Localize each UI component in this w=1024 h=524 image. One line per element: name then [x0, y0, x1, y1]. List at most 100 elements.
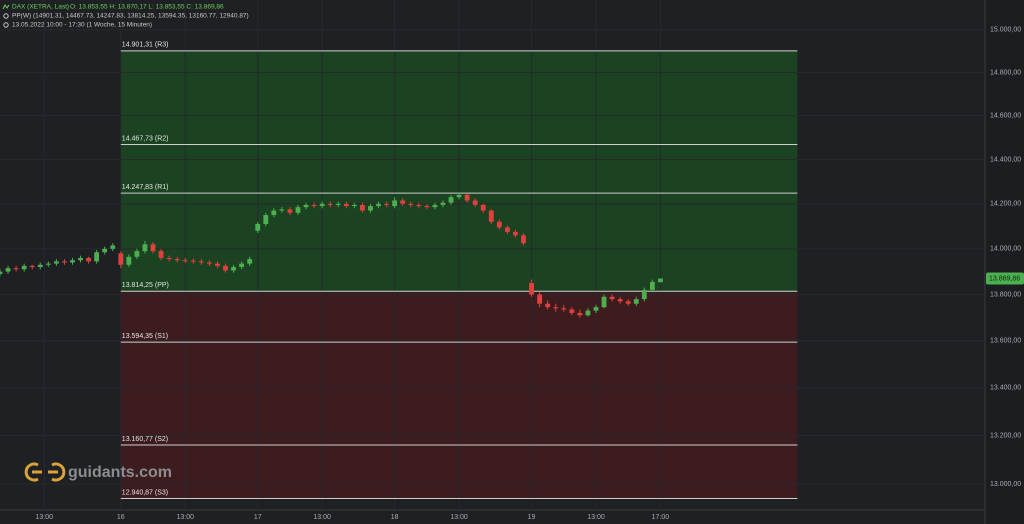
candle-body: [295, 207, 301, 213]
candle-body: [303, 204, 309, 208]
candle-body: [376, 203, 381, 207]
candle-body: [633, 299, 639, 304]
pivot-label: 12.940,87 (S3): [122, 489, 168, 496]
pivot-label: 13.594,35 (S1): [122, 333, 168, 340]
logo: guidants.com: [24, 462, 172, 482]
candle-body: [53, 261, 59, 264]
x-tick-label: 13:00: [450, 514, 468, 521]
candle-body: [206, 262, 212, 264]
candle-body: [537, 294, 543, 304]
candle-body: [384, 203, 390, 205]
pivot-label: 14.901,31 (R3): [122, 42, 169, 49]
pivot-label: 14.247,83 (R1): [122, 184, 169, 191]
candle-body: [45, 263, 51, 265]
candle-body: [231, 267, 236, 271]
y-tick-label: 13.400,00: [990, 385, 1021, 392]
candle-body: [561, 308, 567, 310]
x-tick-label: 17:00: [652, 514, 670, 521]
candle-body: [480, 204, 486, 211]
y-axis-strip: [985, 0, 1024, 524]
pivot-label: 13.814,25 (PP): [122, 282, 169, 289]
ohlc-readout: O: 13.853,55 H: 13.870,17 L: 13.853,55 C…: [70, 4, 224, 11]
y-tick-label: 14.000,00: [990, 246, 1021, 253]
candle-body: [448, 197, 454, 203]
x-tick-label: 16: [117, 514, 125, 521]
candle-body: [343, 203, 349, 207]
candle-body: [601, 296, 607, 308]
candle-body: [223, 265, 228, 271]
candle-body: [0, 271, 3, 274]
candle-body: [408, 203, 414, 205]
candle-body: [263, 215, 269, 225]
candle-body: [215, 263, 220, 266]
y-tick-label: 13.200,00: [990, 432, 1021, 439]
candle-body: [569, 309, 575, 313]
candle-body: [142, 244, 148, 252]
candle-body: [392, 200, 398, 207]
candle-body: [649, 281, 655, 290]
clock-icon: [3, 22, 9, 28]
candle-body: [255, 224, 261, 231]
candle-body: [553, 307, 559, 309]
candle-body: [319, 203, 325, 207]
logo-mark: [24, 462, 66, 482]
x-tick-label: 13:00: [176, 514, 194, 521]
candle-body: [488, 210, 494, 222]
candle-body: [78, 257, 83, 261]
candle-body: [513, 231, 518, 236]
watermark: guidants.com: [68, 464, 172, 481]
x-tick-label: 13:00: [36, 514, 54, 521]
x-tick-label: 17: [254, 514, 262, 521]
last-price-badge: [986, 272, 1024, 285]
candle-body: [190, 260, 196, 262]
candle-body: [126, 256, 132, 265]
x-tick-label: 18: [391, 514, 399, 521]
candle-body: [134, 251, 140, 257]
y-tick-label: 14.600,00: [990, 113, 1021, 120]
y-tick-label: 13.800,00: [990, 291, 1021, 298]
candle-body: [545, 303, 551, 308]
candle-body: [577, 312, 583, 316]
candle-body: [198, 261, 204, 263]
candle-body: [464, 194, 470, 201]
candle-body: [440, 202, 446, 205]
candle-body: [416, 204, 422, 207]
candle-body: [271, 210, 277, 216]
candle-body: [617, 299, 623, 302]
candle-body: [21, 265, 27, 270]
candle-body: [311, 204, 317, 207]
candle-body: [37, 264, 43, 268]
y-tick-label: 13.000,00: [990, 481, 1021, 488]
candle-body: [94, 252, 100, 262]
candle-body: [424, 206, 430, 208]
candle-body: [118, 253, 124, 265]
y-tick-label: 15.000,00: [990, 27, 1021, 34]
candle-body: [110, 245, 116, 249]
candle-body: [472, 200, 478, 205]
period-label: 13.05.2022 10:00 - 17:30 (1 Woche, 15 Mi…: [12, 22, 152, 29]
x-tick-label: 13:00: [313, 514, 331, 521]
candle-body: [29, 265, 35, 268]
candle-body: [287, 209, 293, 213]
y-tick-label: 14.400,00: [990, 156, 1021, 163]
pivot-label: 13.160,77 (S2): [122, 436, 168, 443]
candle-body: [456, 194, 462, 198]
candle-body: [158, 251, 164, 258]
candle-body: [658, 278, 663, 283]
candle-body: [62, 261, 67, 263]
pivot-label: 14.467,73 (R2): [122, 135, 169, 142]
candle-body: [174, 259, 180, 261]
candle-body: [13, 268, 19, 270]
candle-body: [521, 235, 526, 244]
candle-body: [166, 257, 172, 260]
candle-body: [625, 301, 631, 304]
chart-title: DAX (XETRA, Last): [12, 4, 69, 11]
candle-body: [368, 206, 373, 211]
symbol-icon: [2, 4, 10, 10]
candle-body: [150, 244, 156, 252]
candle-body: [529, 283, 534, 295]
candle-body: [182, 260, 188, 262]
candle-body: [279, 209, 285, 211]
candle-body: [432, 204, 438, 208]
